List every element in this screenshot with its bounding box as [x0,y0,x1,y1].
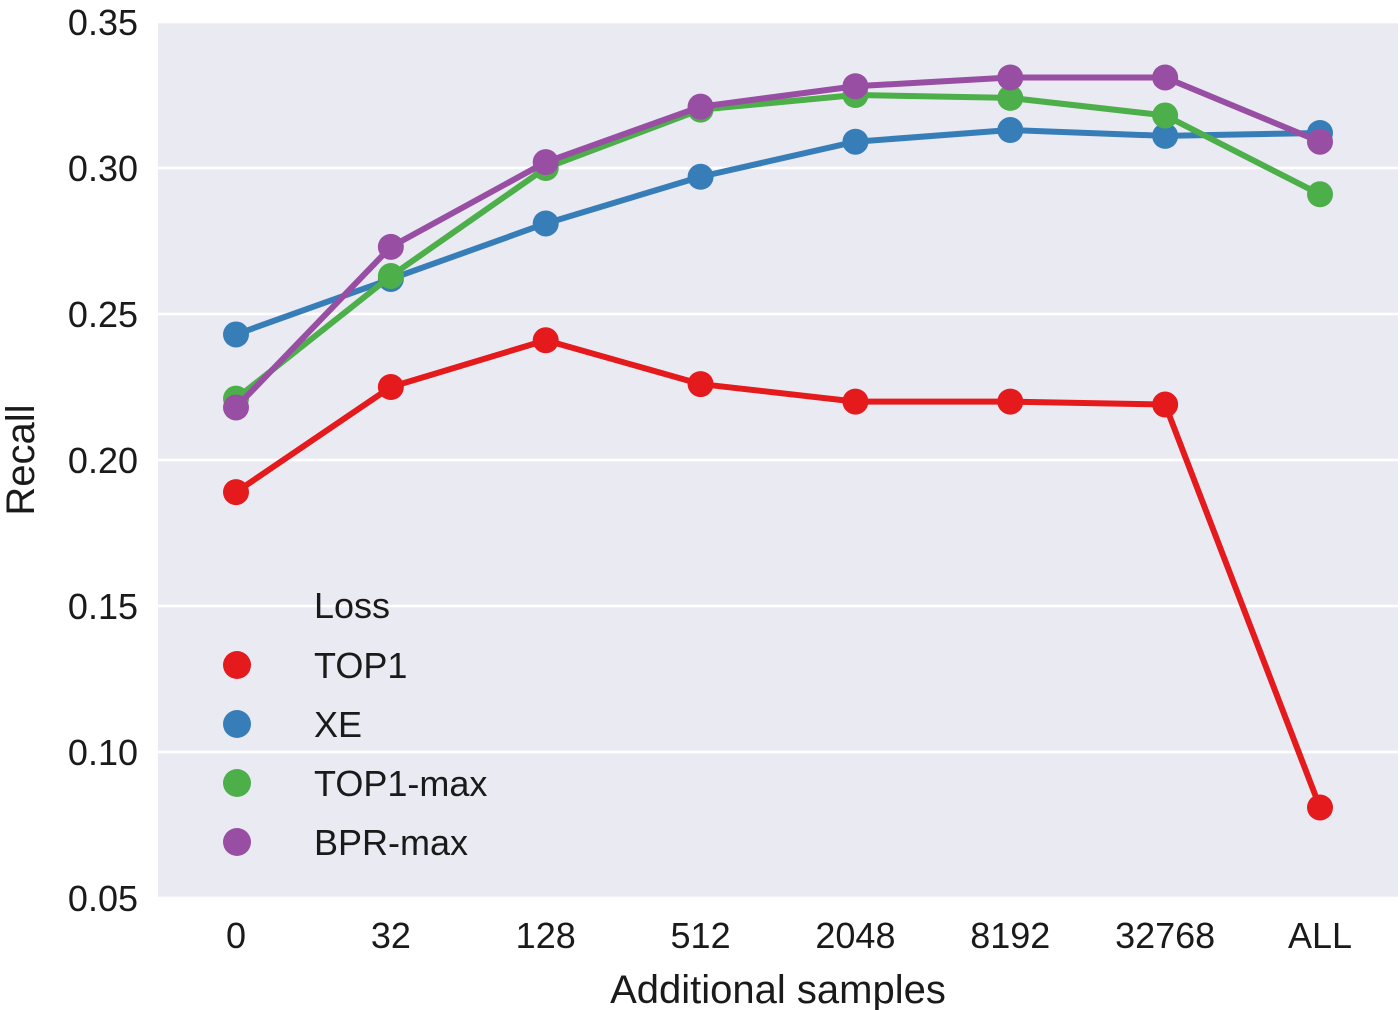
y-tick-label: 0.15 [68,586,138,627]
data-point [532,327,559,354]
legend-marker-bpr-max [223,828,251,856]
data-point [377,233,404,260]
gridlines [158,20,1398,900]
legend-marker-top1-max [223,769,251,797]
y-axis-title: Recall [0,404,43,515]
data-point [1152,391,1179,418]
data-point [997,84,1024,111]
legend-title: Loss [314,585,390,626]
y-tick-label: 0.25 [68,294,138,335]
data-point [842,128,869,155]
data-point [1307,181,1333,208]
y-axis-ticks: 0.05 0.10 0.15 0.20 0.25 0.30 0.35 [68,2,138,919]
series-top1 [223,327,1333,821]
data-point [1307,128,1333,155]
series-line [233,74,1323,411]
legend-marker-top1 [223,651,251,679]
data-point [687,371,714,398]
data-point [532,210,559,237]
y-tick-label: 0.35 [68,2,138,43]
x-axis-title: Additional samples [610,968,946,1010]
data-point [997,64,1024,91]
x-tick-label: 0 [226,915,246,956]
data-point [532,149,559,176]
legend: Loss TOP1 XE TOP1-max BPR-max [223,585,487,863]
data-point [1152,102,1179,129]
series-xe [223,117,1333,348]
x-axis-ticks: 0 32 128 512 2048 8192 32768 ALL [226,915,1352,956]
x-tick-label: 512 [671,915,731,956]
data-point [997,117,1024,144]
x-tick-label: 32 [371,915,411,956]
legend-label-bpr-max: BPR-max [314,822,468,863]
x-tick-label: 128 [516,915,576,956]
series-bpr-max [223,64,1333,421]
data-point [223,394,249,421]
data-point [377,263,404,290]
data-point [842,73,869,100]
series-line [233,337,1323,811]
data-point [997,388,1024,415]
series-line [233,92,1323,402]
data-point [842,388,869,415]
data-point [687,93,714,120]
data-point [1152,64,1179,91]
data-point [1152,122,1179,149]
y-tick-label: 0.05 [68,878,138,919]
data-point [687,163,714,190]
legend-label-top1: TOP1 [314,645,407,686]
data-point [223,479,249,506]
legend-label-xe: XE [314,704,362,745]
x-tick-label: 32768 [1115,915,1215,956]
legend-label-top1-max: TOP1-max [314,763,487,804]
series-group [223,64,1333,821]
legend-marker-xe [223,710,251,738]
data-point [377,374,404,400]
data-point [1307,794,1333,821]
y-tick-label: 0.30 [68,148,138,189]
y-tick-label: 0.20 [68,440,138,481]
data-point [223,321,249,348]
y-tick-label: 0.10 [68,732,138,773]
x-tick-label: 2048 [815,915,895,956]
series-line [233,127,1323,338]
x-tick-label: 8192 [970,915,1050,956]
x-tick-label: ALL [1288,915,1352,956]
